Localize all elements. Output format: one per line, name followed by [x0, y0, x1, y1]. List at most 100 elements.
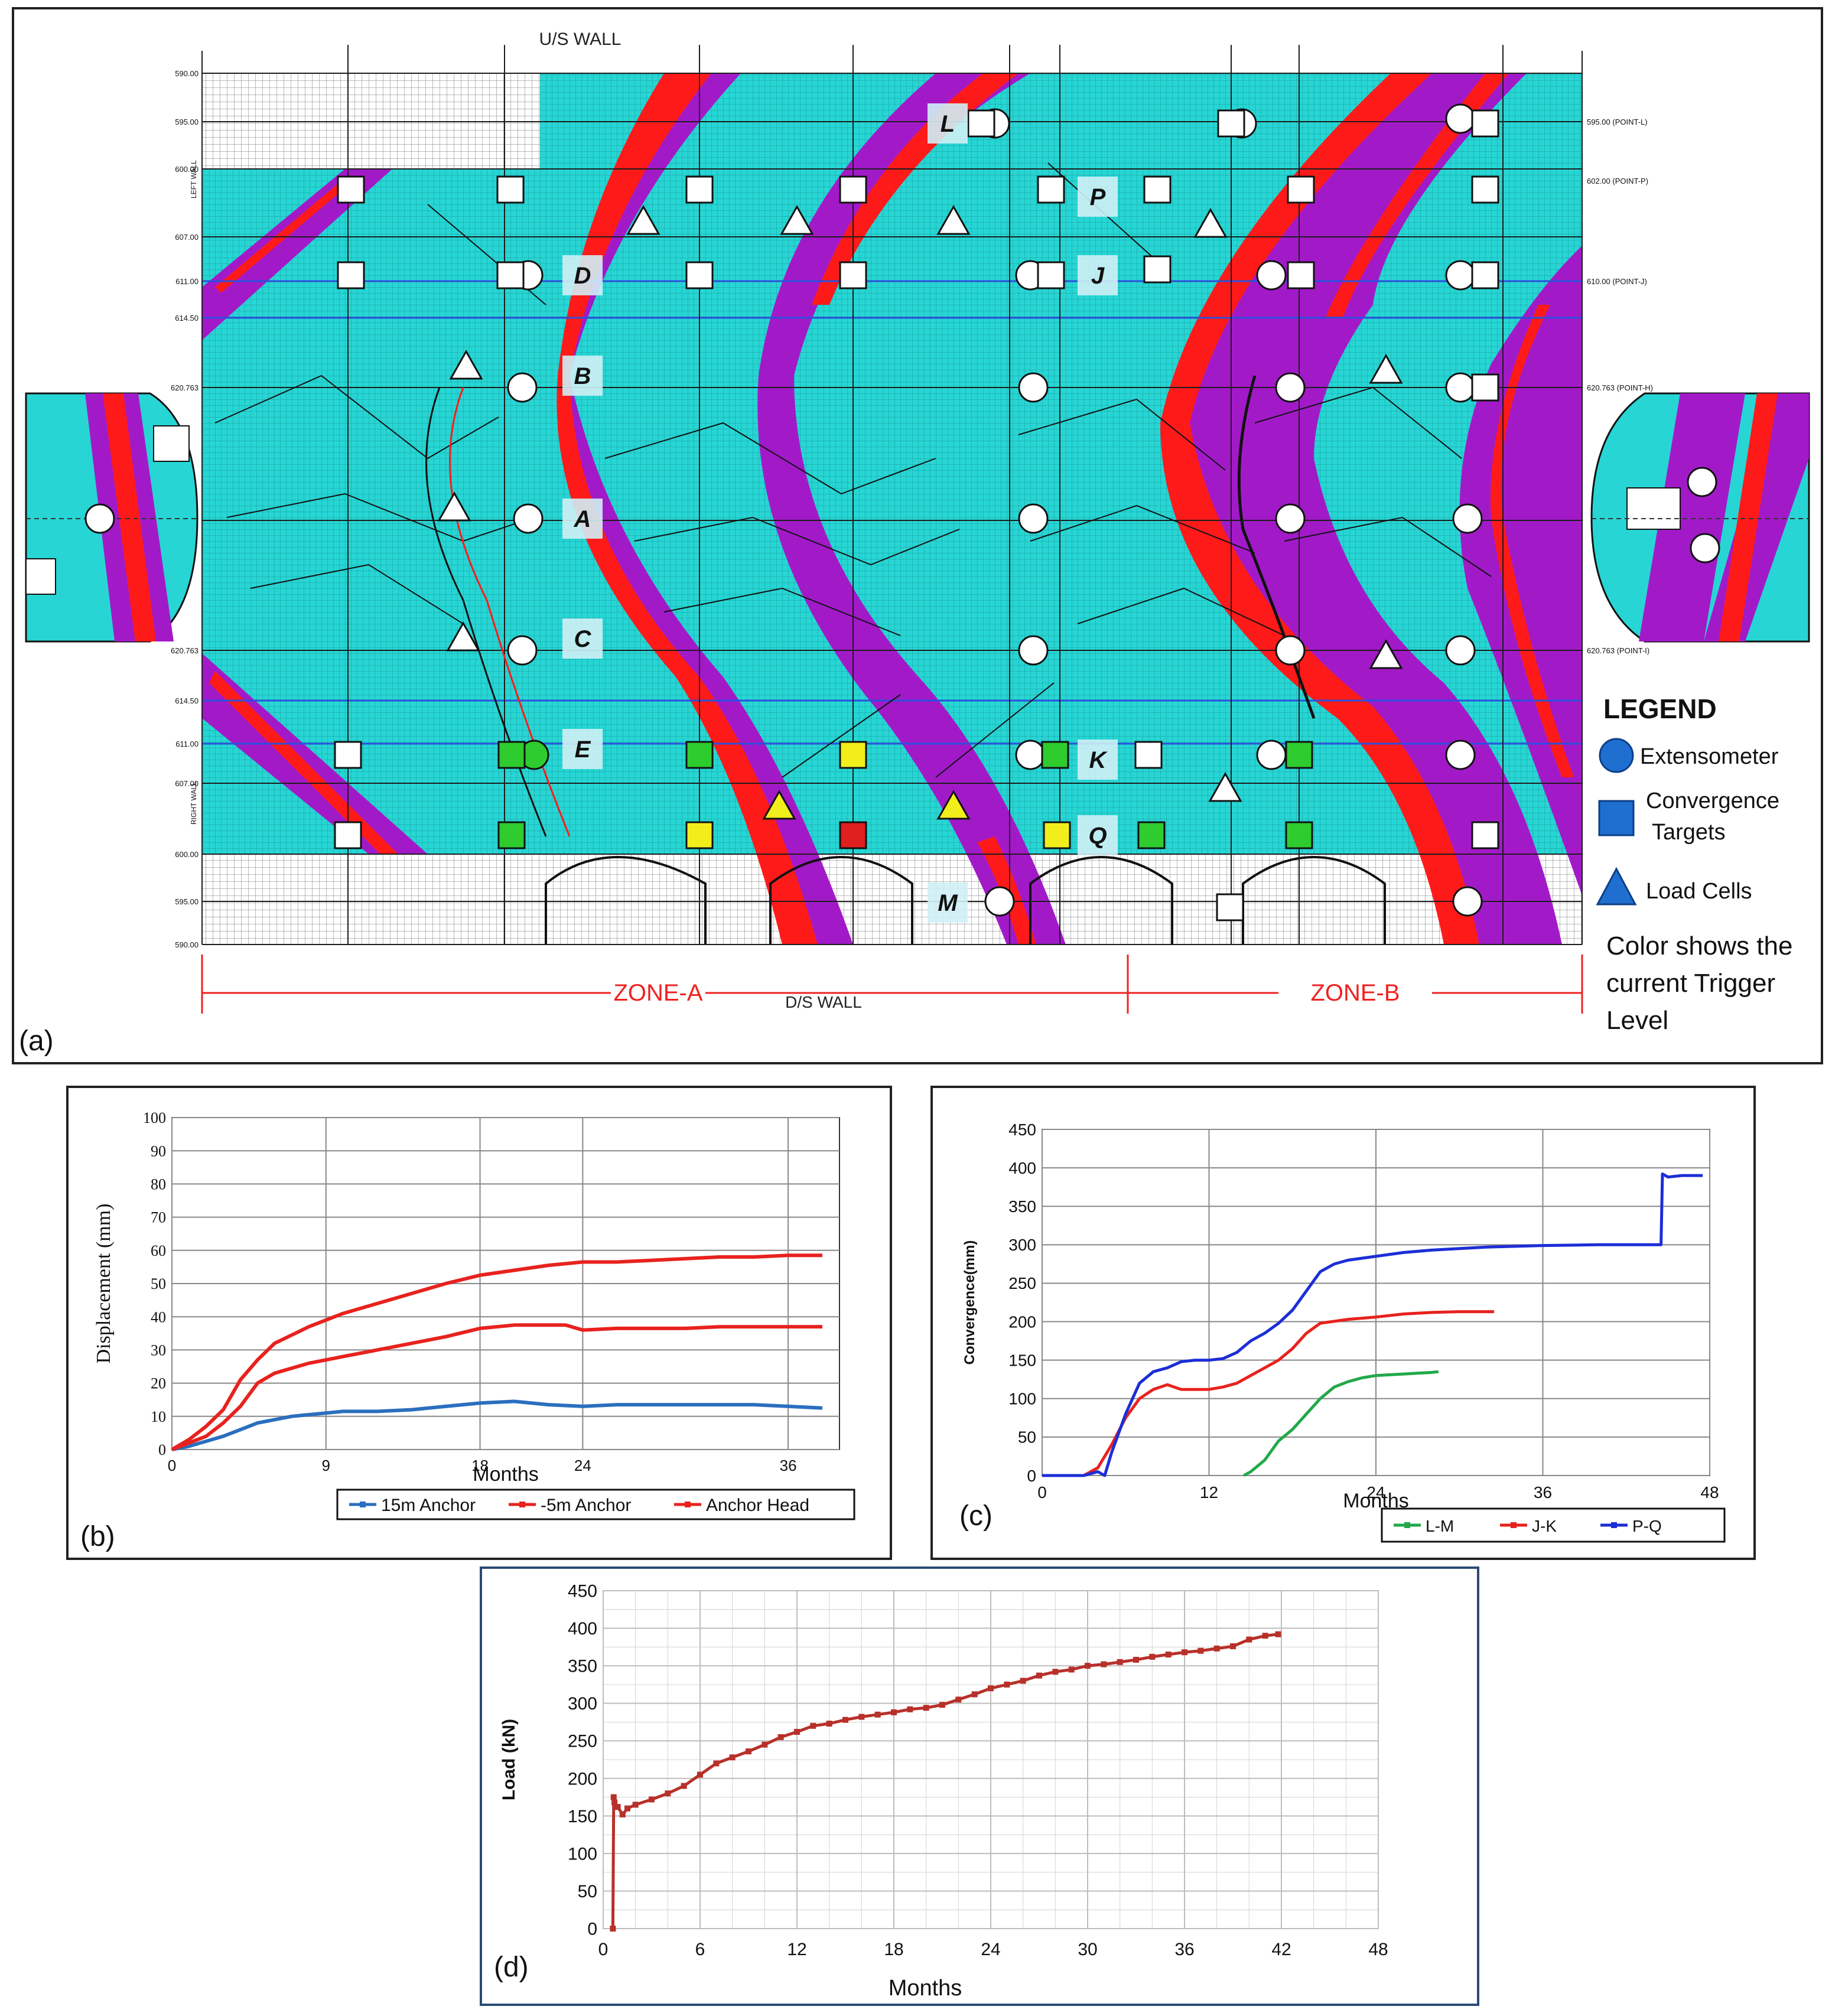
- section-label-box: [562, 356, 603, 396]
- y-tick-label: 50: [151, 1275, 166, 1292]
- convergence-target-marker: [839, 261, 867, 289]
- load-cell-marker: [626, 204, 660, 235]
- data-point: [713, 1760, 720, 1767]
- elevation-label: 600.00: [175, 850, 199, 859]
- data-point: [1020, 1678, 1026, 1684]
- legend-note-2: current Trigger: [1606, 969, 1775, 998]
- chart-legend: [1381, 1507, 1726, 1543]
- data-point: [1068, 1666, 1075, 1673]
- data-point: [610, 1926, 616, 1932]
- y-tick-label: 350: [568, 1657, 597, 1676]
- x-axis-label: Months: [889, 1976, 962, 2001]
- right-side-section: [1590, 392, 1810, 643]
- x-tick-label: 0: [168, 1457, 176, 1474]
- load-cell-marker: [1369, 639, 1403, 669]
- data-point: [610, 1794, 617, 1800]
- legend-label: J-K: [1532, 1517, 1557, 1535]
- load-cell-marker: [762, 789, 796, 820]
- elevation-label: 614.50: [175, 314, 199, 323]
- extensometer-marker: [1015, 740, 1046, 770]
- zone-dimension-lines: [201, 955, 1583, 1014]
- convergence-target-marker: [1134, 741, 1163, 769]
- extensometer-marker: [1018, 503, 1049, 534]
- convergence-target-marker: [1137, 821, 1166, 849]
- extensometer-marker: [1275, 635, 1306, 666]
- elevation-label: 620.763: [171, 646, 199, 655]
- extensometer-marker: [1445, 635, 1476, 666]
- convergence-target-marker: [839, 821, 867, 849]
- data-point: [729, 1754, 736, 1761]
- data-point: [611, 1799, 618, 1806]
- geology-bands: [202, 73, 1582, 945]
- convergence-target-marker: [1217, 109, 1245, 138]
- convergence-target-marker: [1037, 175, 1065, 204]
- panel-b-displacement-chart: 0 9 18 24 36 0 10 20 30 40 50 60 70 80 90 100 Months Disp…: [66, 1086, 892, 1560]
- legend-convergence-1: Convergence: [1646, 789, 1779, 813]
- convergence-target-marker: [1471, 821, 1499, 849]
- load-cell-marker: [446, 621, 480, 652]
- y-tick-label: 200: [568, 1769, 597, 1789]
- section-label: Q: [1088, 823, 1107, 849]
- legend: LEGEND Extensometer Convergence Targets …: [1596, 693, 1792, 1035]
- y-tick-label: 50: [1018, 1428, 1036, 1447]
- extensometer-marker: [1256, 260, 1287, 291]
- convergence-target-marker: [1285, 821, 1313, 849]
- convergence-target-marker: [496, 261, 525, 289]
- convergence-target-marker: [1143, 255, 1172, 284]
- extensometer-marker: [1256, 740, 1287, 770]
- data-point: [891, 1709, 897, 1715]
- y-tick-label: 150: [568, 1807, 597, 1826]
- y-tick-label: 10: [151, 1408, 166, 1425]
- data-point: [1149, 1653, 1156, 1660]
- point-label: 602.00 (POINT-P): [1587, 177, 1648, 185]
- elevation-label: 607.00: [175, 779, 199, 788]
- y-axis-label: Convergence(mm): [962, 1240, 978, 1365]
- y-axis-label: Displacement (mm): [93, 1204, 115, 1364]
- cavern-map: 590.00 595.00 600.00 607.00 611.00 614.50 620.…: [19, 30, 1810, 1057]
- chart-legend: [336, 1489, 855, 1520]
- convergence-target-marker: [967, 109, 995, 138]
- legend-marker: [1404, 1522, 1410, 1528]
- point-labels: 595.00 (POINT-L) 602.00 (POINT-P) 610.00 (…: [1587, 118, 1653, 655]
- x-tick-label: 36: [1534, 1483, 1552, 1502]
- elevation-label: 600.00: [175, 165, 199, 174]
- load-cell-marker: [1208, 771, 1242, 802]
- load-cell-marker: [936, 789, 971, 820]
- data-point: [624, 1805, 630, 1812]
- extensometer-marker: [1452, 503, 1483, 534]
- load-cell-marker: [780, 204, 814, 235]
- legend-title: LEGEND: [1603, 693, 1717, 724]
- x-tick-label: 48: [1700, 1483, 1719, 1502]
- data-point: [1198, 1647, 1204, 1654]
- data-point: [681, 1783, 687, 1789]
- legend-load-cells: Load Cells: [1646, 879, 1752, 904]
- data-point: [1275, 1631, 1281, 1637]
- section-label-box: [928, 103, 968, 144]
- y-axis-label: Load (kN): [499, 1719, 519, 1800]
- section-labels: L P J D B A C E K Q M: [562, 103, 1118, 923]
- y-tick-label: 450: [568, 1582, 597, 1601]
- x-tick-label: 12: [787, 1940, 806, 1959]
- convergence-target-marker: [1287, 175, 1315, 204]
- legend-label: L-M: [1426, 1517, 1454, 1535]
- panel-a-label: (a): [19, 1025, 54, 1057]
- convergence-target-marker: [685, 741, 714, 769]
- data-point: [810, 1722, 816, 1729]
- point-label: 610.00 (POINT-J): [1587, 277, 1647, 286]
- us-wall-label: U/S WALL: [539, 30, 621, 49]
- convergence-chart: 0 12 24 36 48050100150200250300350400450Mont…: [959, 1121, 1726, 1543]
- elevation-label: 620.763: [171, 383, 199, 392]
- elevation-label: 590.00: [175, 69, 199, 78]
- legend-note-3: Level: [1606, 1006, 1668, 1035]
- y-tick-label: 150: [1008, 1351, 1036, 1369]
- section-label-box: [1078, 815, 1118, 855]
- y-tick-label: 90: [151, 1142, 166, 1160]
- x-tick-label: 24: [1366, 1483, 1385, 1502]
- panel-a-cavern-layout: 590.00 595.00 600.00 607.00 611.00 614.50 620.…: [12, 7, 1823, 1064]
- extensometer-marker: [1690, 533, 1720, 564]
- data-point: [762, 1741, 768, 1748]
- section-label-box: [1078, 177, 1118, 217]
- panel-d-label: (d): [494, 1952, 529, 1983]
- extensometer-marker: [507, 635, 538, 666]
- data-point: [826, 1720, 832, 1727]
